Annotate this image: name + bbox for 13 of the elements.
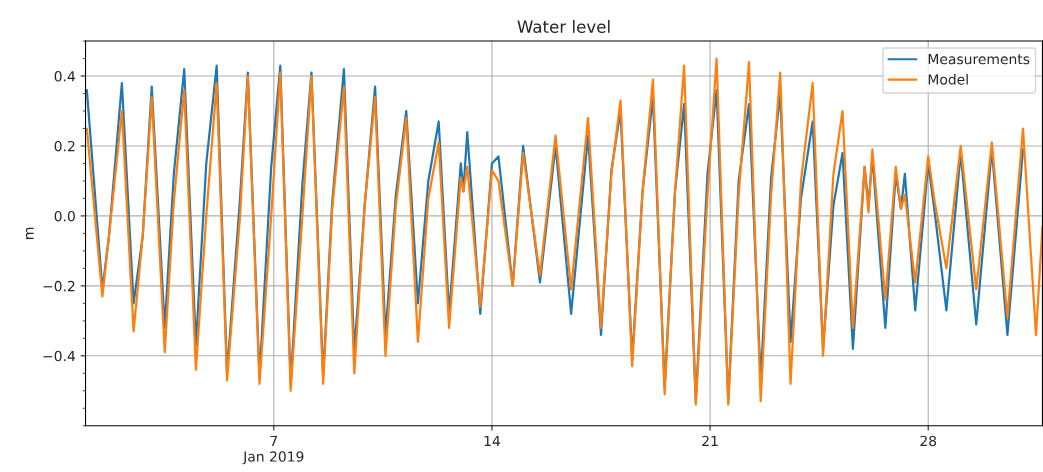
y-axis-title: m <box>25 227 34 239</box>
y-tick-label: −0.4 <box>43 350 76 362</box>
chart-title: Water level <box>517 20 610 33</box>
x-tick-label: 21 <box>702 435 718 447</box>
x-tick-label: 7 Jan 2019 <box>242 435 304 465</box>
legend-label: Measurements <box>928 53 1030 65</box>
x-tick-label: 28 <box>920 435 937 447</box>
y-tick-label: 0.2 <box>54 140 75 152</box>
legend-label: Model <box>928 73 968 85</box>
y-tick-label: 0.4 <box>54 71 76 82</box>
y-tick-label: −0.2 <box>43 280 75 292</box>
y-tick-label: 0.0 <box>54 210 75 222</box>
x-tick-label: 14 <box>484 435 500 447</box>
